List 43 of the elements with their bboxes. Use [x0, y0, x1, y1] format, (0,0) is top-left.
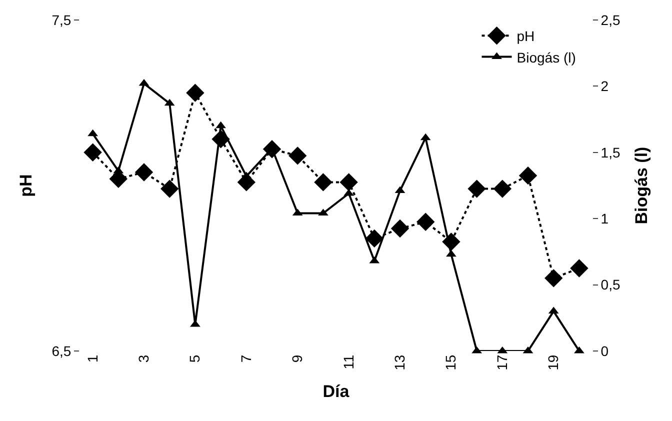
point — [318, 208, 328, 216]
point — [570, 259, 588, 278]
x-tick-label: 13 — [392, 354, 408, 370]
point — [416, 212, 435, 232]
x-tick-label: 9 — [289, 354, 306, 363]
y2-tick-label: 1 — [600, 210, 609, 226]
legend-label: pH — [516, 28, 535, 44]
point — [518, 166, 538, 185]
y2-tick-label: 0,5 — [600, 276, 620, 293]
point — [365, 229, 384, 248]
point — [344, 188, 354, 196]
point — [88, 129, 98, 136]
x-tick-label: 7 — [238, 354, 254, 363]
point — [134, 163, 154, 182]
y-tick-label: 7,5 — [52, 12, 72, 28]
legend-label: Biogás (l) — [516, 49, 576, 66]
point — [84, 143, 102, 162]
x-tick-label: 19 — [545, 354, 562, 370]
x-tick-label: 11 — [340, 354, 356, 370]
x-tick-label: 5 — [186, 354, 203, 363]
y-axis-title: pH — [16, 174, 36, 197]
x-tick-label: 17 — [494, 354, 510, 370]
point — [216, 121, 226, 128]
point — [340, 173, 358, 192]
y2-axis-title: Biogás (l) — [632, 146, 651, 224]
point — [493, 180, 512, 198]
y2-tick-label: 1,5 — [600, 144, 620, 160]
y2-tick-label: 2,5 — [600, 12, 620, 28]
x-tick-label: 15 — [442, 354, 459, 370]
y-tick-label: 6,5 — [52, 342, 72, 359]
point — [186, 84, 204, 102]
x-axis-title: Día — [322, 382, 350, 401]
x-tick-label: 1 — [84, 354, 100, 363]
point — [468, 180, 486, 198]
point — [288, 146, 307, 165]
y2-tick-label: 0 — [600, 342, 609, 359]
y2-tick-label: 2 — [600, 78, 609, 94]
x-tick-label: 3 — [136, 354, 152, 363]
point — [544, 269, 563, 288]
point — [314, 173, 332, 192]
point — [160, 180, 179, 198]
point — [446, 250, 456, 257]
point — [390, 219, 410, 238]
